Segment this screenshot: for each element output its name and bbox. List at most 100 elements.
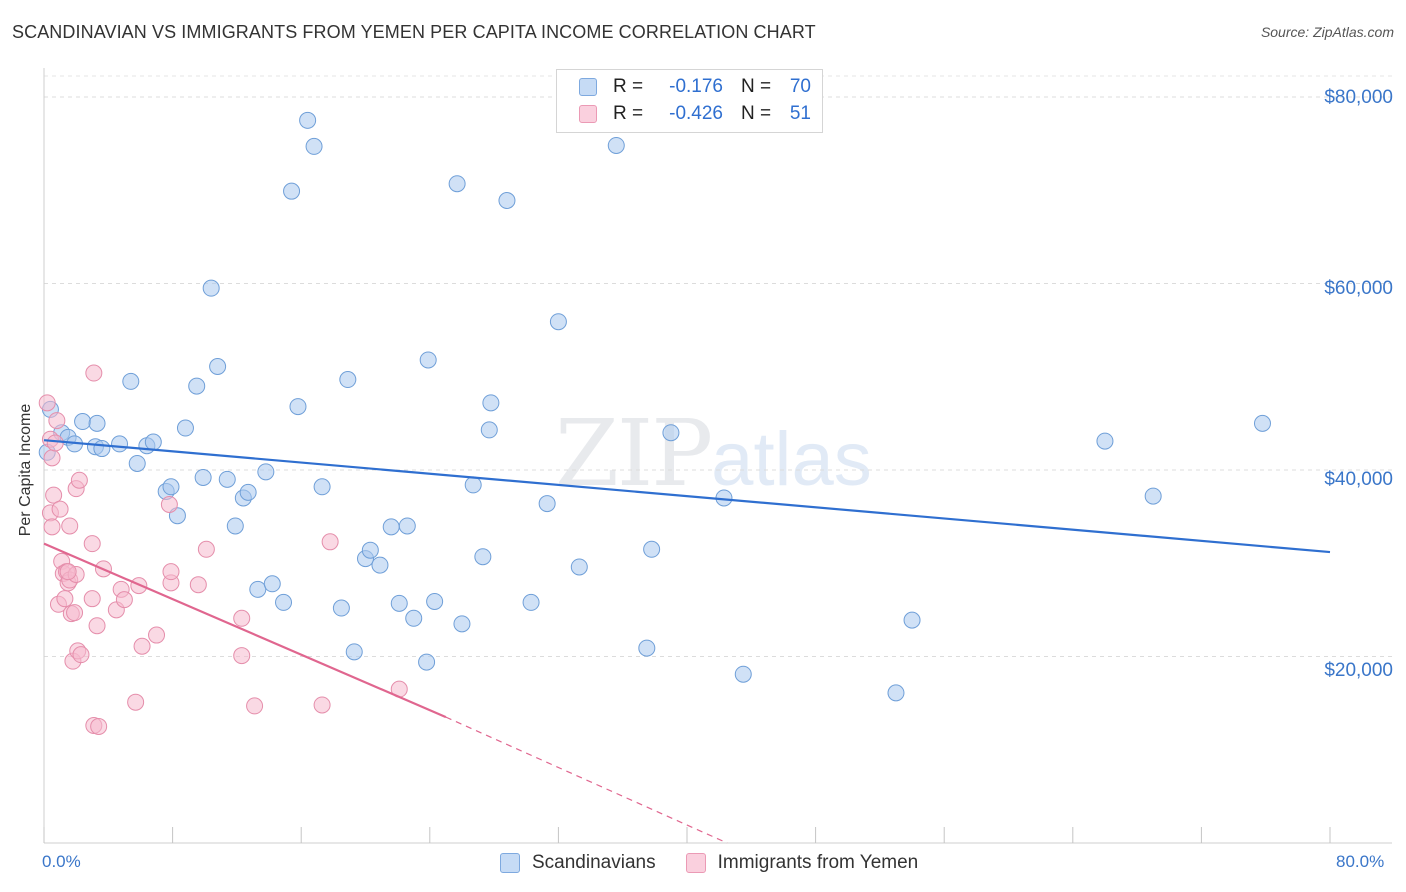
point-yemen-8 — [51, 500, 69, 518]
point-scandinavians-19 — [202, 279, 220, 297]
y-tick-label-80000: $80,000 — [1324, 87, 1393, 108]
point-scandinavians-49 — [464, 476, 482, 494]
series-swatch-scandinavians — [500, 853, 520, 873]
point-yemen-0 — [38, 394, 56, 412]
series-legend-scandinavians[interactable]: Scandinavians — [500, 852, 656, 874]
point-yemen-37 — [148, 626, 166, 644]
trendline-scandinavians — [43, 439, 1331, 554]
point-scandinavians-14 — [162, 478, 180, 496]
point-scandinavians-30 — [289, 398, 307, 416]
watermark: ZIPatlas — [555, 400, 872, 507]
point-scandinavians-58 — [607, 136, 625, 154]
point-yemen-25 — [83, 535, 101, 553]
point-yemen-47 — [321, 533, 339, 551]
point-yemen-23 — [72, 646, 90, 664]
legend-r-label: R = — [613, 76, 644, 97]
y-tick-label-60000: $60,000 — [1324, 278, 1393, 299]
point-scandinavians-3 — [74, 413, 92, 431]
point-scandinavians-67 — [1144, 487, 1162, 505]
point-scandinavians-57 — [570, 558, 588, 576]
correlation-legend: R = -0.176 N = 70 R = -0.426 N = 51 — [556, 69, 823, 133]
legend-n-label: N = — [741, 103, 772, 124]
point-scandinavians-56 — [549, 313, 567, 331]
point-scandinavians-47 — [448, 175, 466, 193]
watermark-zip: ZIP — [555, 400, 713, 507]
point-yemen-42 — [197, 540, 215, 558]
point-scandinavians-25 — [249, 580, 267, 598]
point-scandinavians-61 — [662, 424, 680, 442]
point-scandinavians-55 — [538, 495, 556, 513]
point-scandinavians-5 — [88, 414, 106, 432]
point-scandinavians-64 — [887, 684, 905, 702]
point-scandinavians-8 — [111, 435, 129, 453]
watermark-atlas: atlas — [711, 417, 872, 502]
point-yemen-41 — [189, 576, 207, 594]
point-scandinavians-40 — [382, 518, 400, 536]
point-yemen-5 — [43, 518, 61, 536]
point-yemen-40 — [162, 563, 180, 581]
point-scandinavians-17 — [188, 377, 206, 395]
point-scandinavians-48 — [453, 615, 471, 633]
point-yemen-2 — [43, 449, 61, 467]
point-scandinavians-32 — [305, 137, 323, 155]
point-scandinavians-28 — [275, 593, 293, 611]
point-yemen-3 — [45, 486, 63, 504]
legend-r-value: -0.426 — [669, 103, 723, 124]
legend-n-label: N = — [741, 76, 772, 97]
point-scandinavians-22 — [226, 517, 244, 535]
point-scandinavians-60 — [643, 540, 661, 558]
point-yemen-18 — [66, 604, 84, 622]
point-yemen-15 — [61, 517, 79, 535]
point-scandinavians-34 — [332, 599, 350, 617]
point-scandinavians-21 — [218, 470, 236, 488]
point-scandinavians-33 — [313, 478, 331, 496]
point-yemen-44 — [233, 647, 251, 665]
point-scandinavians-59 — [638, 639, 656, 657]
point-scandinavians-52 — [482, 394, 500, 412]
point-yemen-28 — [88, 617, 106, 635]
point-yemen-29 — [90, 717, 108, 735]
x-tick-label-min: 0.0% — [42, 852, 81, 871]
legend-swatch-scandinavians — [579, 78, 597, 96]
point-yemen-22 — [70, 471, 88, 489]
point-scandinavians-26 — [257, 463, 275, 481]
trendline-extension-yemen — [445, 716, 728, 844]
series-legend: Scandinavians Immigrants from Yemen — [500, 852, 948, 874]
point-scandinavians-54 — [522, 593, 540, 611]
point-scandinavians-46 — [426, 592, 444, 610]
point-scandinavians-43 — [405, 609, 423, 627]
series-label-yemen: Immigrants from Yemen — [717, 852, 919, 873]
y-tick-label-40000: $40,000 — [1324, 469, 1393, 490]
point-scandinavians-63 — [734, 665, 752, 683]
point-yemen-34 — [127, 693, 145, 711]
y-tick-label-20000: $20,000 — [1324, 660, 1393, 681]
point-scandinavians-51 — [480, 421, 498, 439]
point-scandinavians-44 — [418, 653, 436, 671]
point-yemen-43 — [233, 609, 251, 627]
point-scandinavians-36 — [345, 643, 363, 661]
legend-swatch-yemen — [579, 105, 597, 123]
legend-r-value: -0.176 — [669, 76, 723, 97]
point-scandinavians-50 — [474, 548, 492, 566]
series-legend-yemen[interactable]: Immigrants from Yemen — [685, 852, 919, 874]
y-axis-label: Per Capita Income — [17, 403, 34, 537]
chart-source: Source: ZipAtlas.com — [1260, 24, 1394, 40]
x-tick-label-max: 80.0% — [1336, 852, 1385, 871]
point-scandinavians-7 — [93, 440, 111, 458]
point-yemen-26 — [83, 590, 101, 608]
point-scandinavians-12 — [144, 433, 162, 451]
legend-r-label: R = — [613, 103, 644, 124]
point-scandinavians-10 — [128, 454, 146, 472]
point-scandinavians-29 — [283, 182, 301, 200]
trendline-yemen — [43, 542, 447, 719]
point-scandinavians-38 — [361, 541, 379, 559]
point-scandinavians-53 — [498, 192, 516, 210]
point-yemen-6 — [48, 412, 66, 430]
legend-n-value: 70 — [789, 76, 811, 97]
point-yemen-33 — [115, 591, 133, 609]
point-yemen-36 — [133, 637, 151, 655]
point-yemen-24 — [85, 364, 103, 382]
legend-n-value: 51 — [789, 103, 811, 124]
point-scandinavians-41 — [390, 594, 408, 612]
